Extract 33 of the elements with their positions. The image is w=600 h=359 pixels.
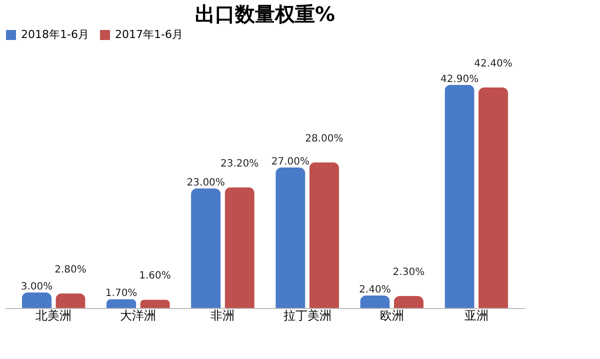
legend-label: 2018年1-6月 [21,28,89,41]
data-label: 2.80% [54,264,86,276]
bar [56,293,86,308]
bar [309,162,339,308]
x-tick-label: 拉丁美洲 [283,308,332,322]
data-label: 23.00% [186,177,225,188]
data-label: 23.20% [220,158,259,170]
bar [394,296,424,308]
data-label: 2.40% [359,284,391,296]
bar [106,299,136,308]
data-label: 3.00% [20,281,53,292]
bar [224,187,254,308]
bar [191,188,221,308]
data-label: 1.60% [139,270,171,282]
data-label: 42.40% [474,58,512,70]
data-label: 27.00% [271,156,310,168]
data-label: 28.00% [305,133,344,144]
data-label: 2.30% [392,267,425,278]
x-tick-label: 非洲 [210,308,235,322]
data-label: 42.90% [440,74,479,85]
legend-label: 2017年1-6月 [115,28,183,41]
x-tick-label: 大洋洲 [120,308,156,322]
chart-title: 出口数量权重% [194,2,336,26]
data-label: 1.70% [105,288,138,300]
bar [444,84,474,308]
bar [360,296,390,308]
bar [478,87,508,308]
x-tick-label: 欧洲 [380,308,404,322]
x-tick-label: 亚洲 [464,308,488,322]
bar [140,300,170,308]
bar [276,168,306,308]
bar [22,292,52,308]
x-tick-label: 北美洲 [36,308,72,322]
